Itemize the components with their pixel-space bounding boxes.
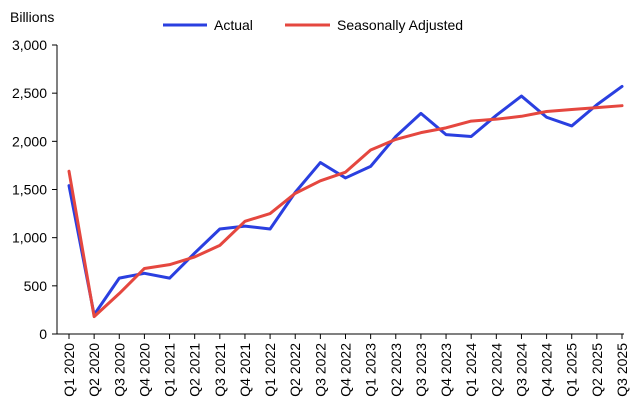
series-line-0 [67, 84, 624, 317]
legend-label-0: Actual [214, 17, 253, 33]
y-tick-label: 3,000 [12, 37, 47, 53]
y-tick-label: 0 [39, 326, 47, 342]
x-tick-label: Q3 2025 [614, 343, 630, 397]
x-tick-label: Q1 2020 [61, 343, 77, 397]
x-tick-label: Q4 2023 [438, 343, 454, 397]
x-tick-label: Q2 2023 [388, 343, 404, 397]
y-tick-label: 2,000 [12, 133, 47, 149]
x-tick-label: Q2 2020 [86, 343, 102, 397]
series-line-1 [67, 104, 624, 319]
x-tick-label: Q1 2024 [463, 343, 479, 397]
y-tick-label: 1,500 [12, 182, 47, 198]
x-tick-label: Q1 2023 [363, 343, 379, 397]
y-axis-unit-label: Billions [10, 9, 54, 25]
x-axis: Q1 2020 Q2 2020 Q3 2020 Q4 2020 Q1 2021 Q2 20… [57, 333, 630, 397]
y-tick-label: 2,500 [12, 85, 47, 101]
x-tick-label: Q4 2022 [338, 343, 354, 397]
legend-label-1: Seasonally Adjusted [337, 17, 463, 33]
x-tick-label: Q3 2023 [413, 343, 429, 397]
x-tick-label: Q3 2024 [513, 343, 529, 397]
x-tick-label: Q4 2020 [136, 343, 152, 397]
y-axis: 0 500 1,000 1,500 2,000 2,500 3,000 [12, 37, 58, 342]
x-tick-label: Q3 2020 [111, 343, 127, 397]
x-tick-label: Q4 2024 [539, 343, 555, 397]
x-tick-label: Q4 2021 [237, 343, 253, 397]
y-tick-label: 500 [24, 278, 48, 294]
x-tick-label: Q2 2024 [488, 343, 504, 397]
x-tick-label: Q3 2022 [312, 343, 328, 397]
series-lines [67, 84, 624, 319]
x-tick-label: Q2 2022 [287, 343, 303, 397]
x-tick-label: Q1 2021 [162, 343, 178, 397]
x-tick-label: Q1 2022 [262, 343, 278, 397]
legend: Actual Seasonally Adjusted [163, 17, 463, 33]
x-tick-label: Q3 2021 [212, 343, 228, 397]
x-tick-label: Q1 2025 [564, 343, 580, 397]
y-tick-label: 1,000 [12, 230, 47, 246]
x-tick-label: Q2 2021 [187, 343, 203, 397]
x-tick-label: Q2 2025 [589, 343, 605, 397]
